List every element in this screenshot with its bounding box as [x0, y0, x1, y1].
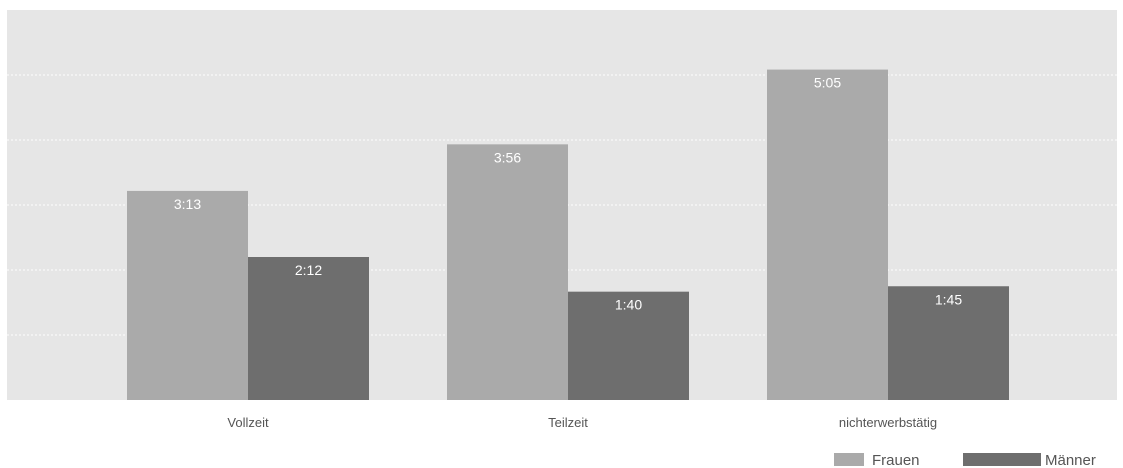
legend-label: Frauen: [872, 452, 920, 468]
category-label: Vollzeit: [227, 415, 269, 430]
legend-swatch: [963, 453, 1041, 466]
category-label: Teilzeit: [548, 415, 588, 430]
category-label: nichterwerbstätig: [839, 415, 937, 430]
legend-swatch: [834, 453, 864, 466]
data-label: 2:12: [295, 262, 322, 278]
bar-frauen-2: [767, 70, 888, 400]
data-label: 3:56: [494, 149, 521, 165]
bar-frauen-0: [127, 191, 248, 400]
category-labels: Vollzeit Teilzeit nichterwerbstätig: [227, 415, 937, 430]
data-label: 5:05: [814, 75, 841, 91]
data-label: 1:45: [935, 291, 962, 307]
bar-mnner-0: [248, 257, 369, 400]
legend-label: Männer: [1045, 452, 1096, 468]
bar-frauen-1: [447, 144, 568, 400]
data-label: 1:40: [615, 297, 642, 313]
legend: Frauen Männer: [834, 452, 1096, 468]
data-label: 3:13: [174, 196, 201, 212]
